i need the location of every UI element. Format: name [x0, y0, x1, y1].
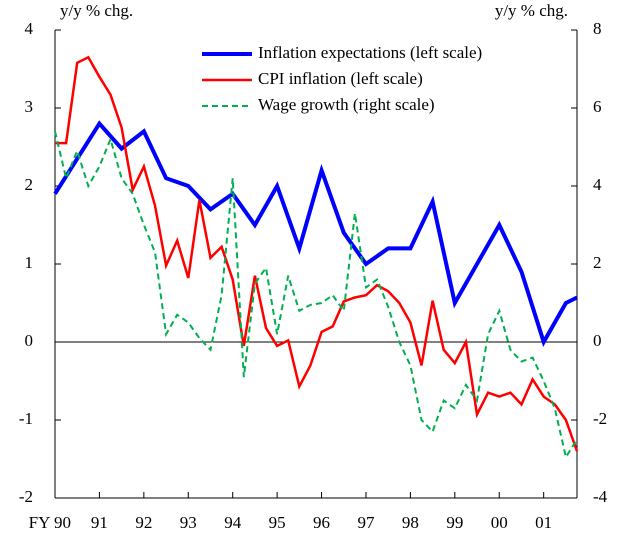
y2-tick-label: -2	[593, 409, 607, 428]
y-tick-label: 1	[25, 253, 34, 272]
legend-label: Wage growth (right scale)	[258, 95, 435, 114]
x-tick-label: 00	[491, 513, 508, 532]
x-tick-label: 93	[180, 513, 197, 532]
legend-label: CPI inflation (left scale)	[258, 69, 423, 88]
y2-tick-label: 6	[593, 97, 602, 116]
y2-tick-label: -4	[593, 487, 608, 506]
x-tick-label: 98	[402, 513, 419, 532]
x-tick-label: 01	[535, 513, 552, 532]
y2-tick-label: 4	[593, 175, 602, 194]
x-tick-label: FY 90	[29, 513, 71, 532]
x-tick-label: 92	[135, 513, 152, 532]
y-tick-label: 2	[25, 175, 34, 194]
y2-axis-label: y/y % chg.	[495, 1, 568, 20]
y-tick-label: 0	[25, 331, 34, 350]
series-line	[54, 131, 578, 460]
y-tick-label: 3	[25, 97, 34, 116]
x-tick-label: 97	[357, 513, 375, 532]
y-tick-label: 4	[25, 19, 34, 38]
y-tick-label: -2	[19, 487, 33, 506]
y2-tick-label: 8	[593, 19, 602, 38]
series-line	[53, 120, 578, 347]
y2-tick-label: 0	[593, 331, 602, 350]
y-axis-label: y/y % chg.	[60, 1, 133, 20]
y2-tick-label: 2	[593, 253, 602, 272]
y-tick-label: -1	[19, 409, 33, 428]
x-tick-label: 96	[313, 513, 330, 532]
x-tick-label: 94	[224, 513, 242, 532]
series-line	[55, 55, 579, 452]
x-tick-label: 91	[91, 513, 108, 532]
x-tick-label: 95	[269, 513, 286, 532]
legend-label: Inflation expectations (left scale)	[258, 43, 482, 62]
x-tick-label: 99	[446, 513, 463, 532]
